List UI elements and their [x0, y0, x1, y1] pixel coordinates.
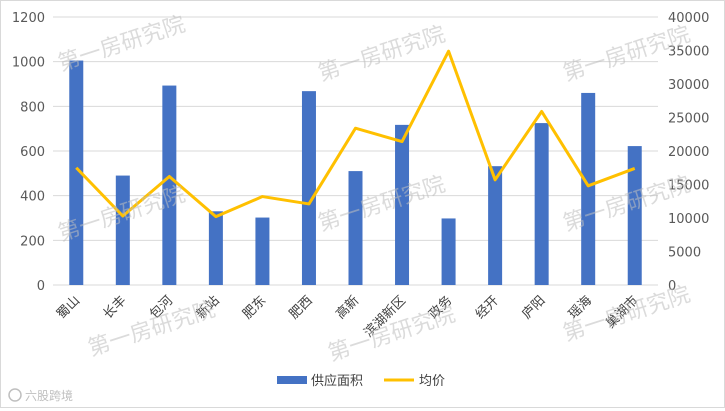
- left-tick-label: 0: [37, 279, 45, 294]
- left-tick-label: 800: [20, 100, 45, 115]
- watermark-text: 第一房研究院: [315, 172, 448, 237]
- corner-logo: 六股跨境: [9, 388, 73, 403]
- legend-line-label: 均价: [419, 374, 445, 389]
- left-tick-label: 600: [20, 145, 45, 160]
- right-tick-label: 20000: [668, 145, 709, 160]
- right-tick-label: 5000: [668, 246, 701, 261]
- bar: [209, 211, 223, 285]
- logo-icon: [9, 389, 21, 401]
- watermark-text: 第一房研究院: [315, 22, 448, 87]
- bar: [116, 176, 130, 285]
- category-label: 长丰: [101, 293, 130, 322]
- right-tick-label: 40000: [668, 11, 709, 26]
- watermark-text: 第一房研究院: [55, 12, 188, 77]
- category-label: 经开: [473, 293, 502, 322]
- right-tick-label: 25000: [668, 112, 709, 127]
- watermark-text: 第一房研究院: [560, 172, 693, 237]
- bar: [488, 166, 502, 285]
- category-label: 肥西: [287, 293, 316, 322]
- left-axis-ticks: 0 200 400 600 800 1000 1200: [12, 11, 45, 294]
- category-label: 肥东: [240, 293, 269, 322]
- left-tick-label: 400: [20, 190, 45, 205]
- bar: [302, 91, 316, 285]
- left-tick-label: 200: [20, 234, 45, 249]
- right-tick-label: 30000: [668, 78, 709, 93]
- category-label: 高新: [333, 293, 363, 323]
- bar: [349, 171, 363, 285]
- bar: [442, 218, 456, 285]
- legend-bar-label: 供应面积: [311, 373, 363, 389]
- legend-bar-swatch: [277, 376, 307, 384]
- category-label: 庐阳: [519, 293, 548, 322]
- bar: [581, 93, 595, 285]
- bar-series: [69, 61, 641, 285]
- right-tick-label: 10000: [668, 212, 709, 227]
- bar: [255, 218, 269, 285]
- legend: 供应面积 均价: [277, 373, 445, 389]
- corner-logo-text: 六股跨境: [25, 388, 73, 403]
- category-label: 蜀山: [54, 293, 83, 322]
- bar: [535, 123, 549, 285]
- left-tick-label: 1200: [12, 11, 45, 26]
- left-tick-label: 1000: [12, 56, 45, 71]
